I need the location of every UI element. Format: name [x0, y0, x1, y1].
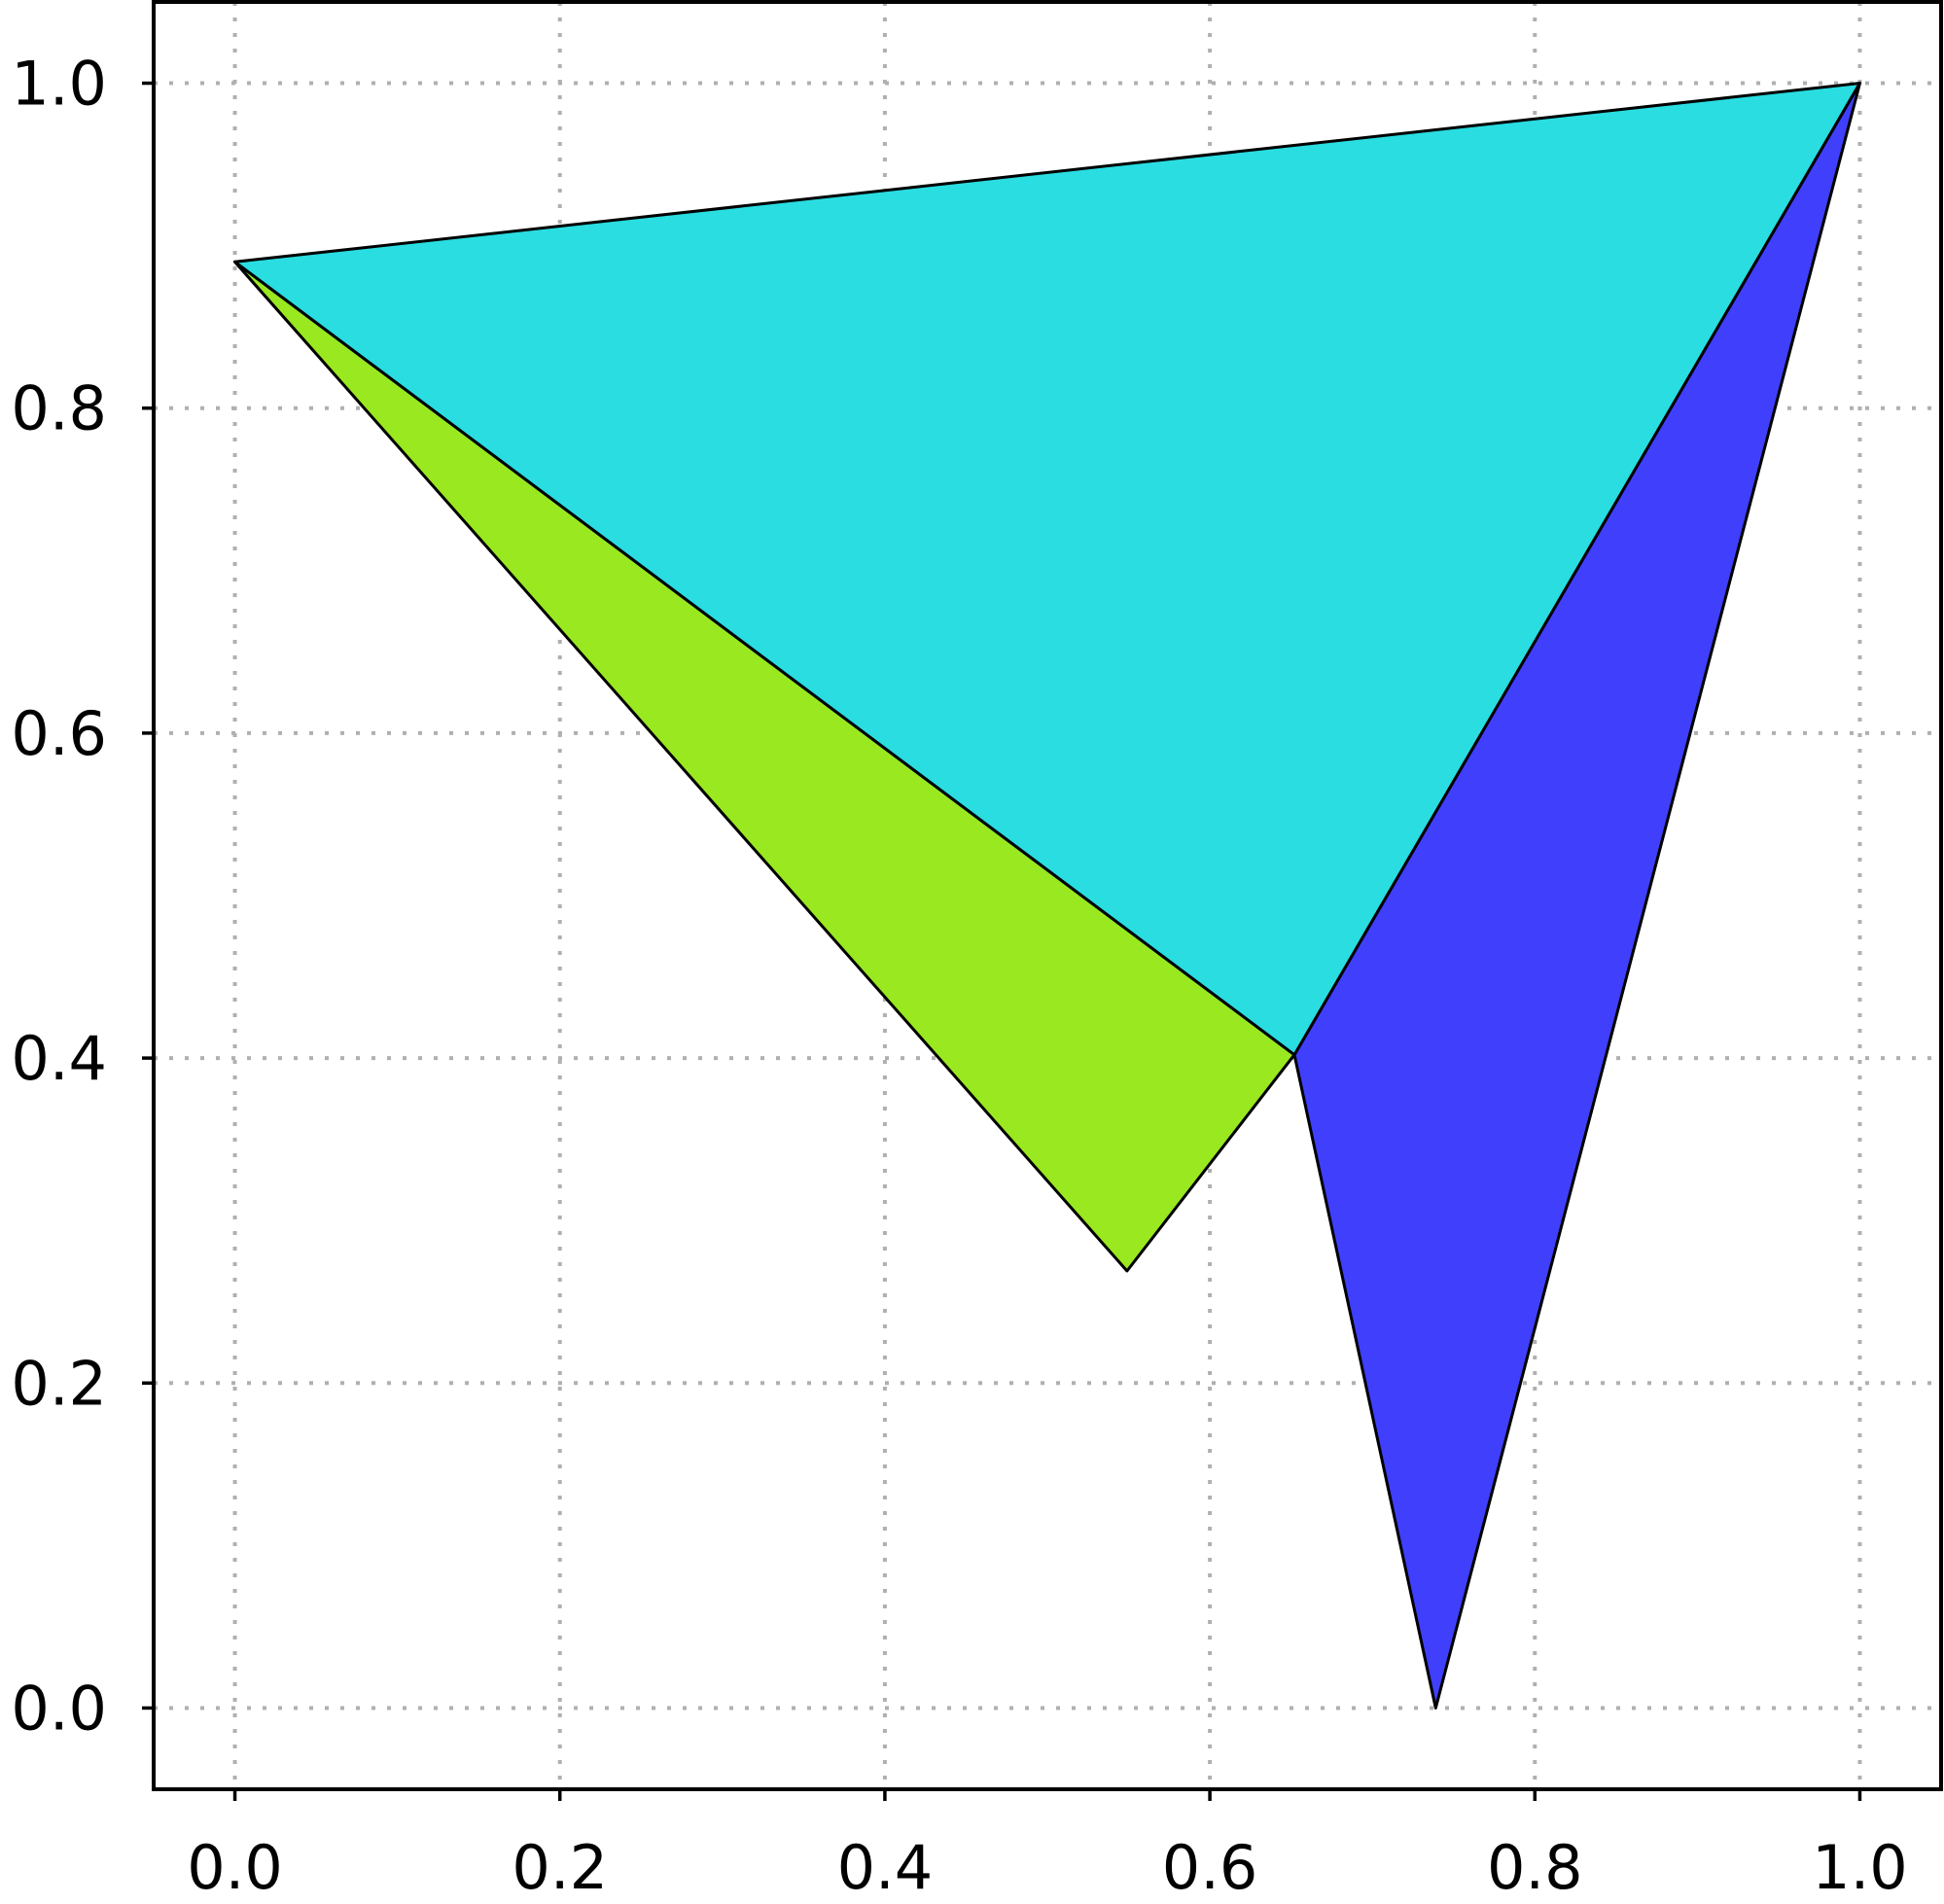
x-tick-label: 0.8 [1487, 1832, 1583, 1903]
x-tick-label: 0.0 [187, 1832, 283, 1903]
x-tick-label: 1.0 [1812, 1832, 1908, 1903]
x-tick-label: 0.6 [1162, 1832, 1258, 1903]
triangle-3 [233, 82, 1861, 1057]
y-tick-label: 1.0 [11, 49, 107, 120]
y-tick-label: 0.4 [11, 1023, 107, 1094]
y-tick-label: 0.0 [11, 1673, 107, 1744]
y-tick-label: 0.6 [11, 698, 107, 769]
y-tick-label: 0.8 [11, 373, 107, 444]
ticks: 0.0 0.2 0.4 0.6 0.8 1.0 0.0 0.2 0.4 0.6 0.8 1.0 [11, 49, 1907, 1903]
plot-area [233, 82, 1861, 1710]
y-tick-label: 0.2 [11, 1348, 107, 1419]
x-tick-label: 0.4 [837, 1832, 934, 1903]
axes-frame [152, 0, 1943, 1791]
x-tick-label: 0.2 [512, 1832, 608, 1903]
